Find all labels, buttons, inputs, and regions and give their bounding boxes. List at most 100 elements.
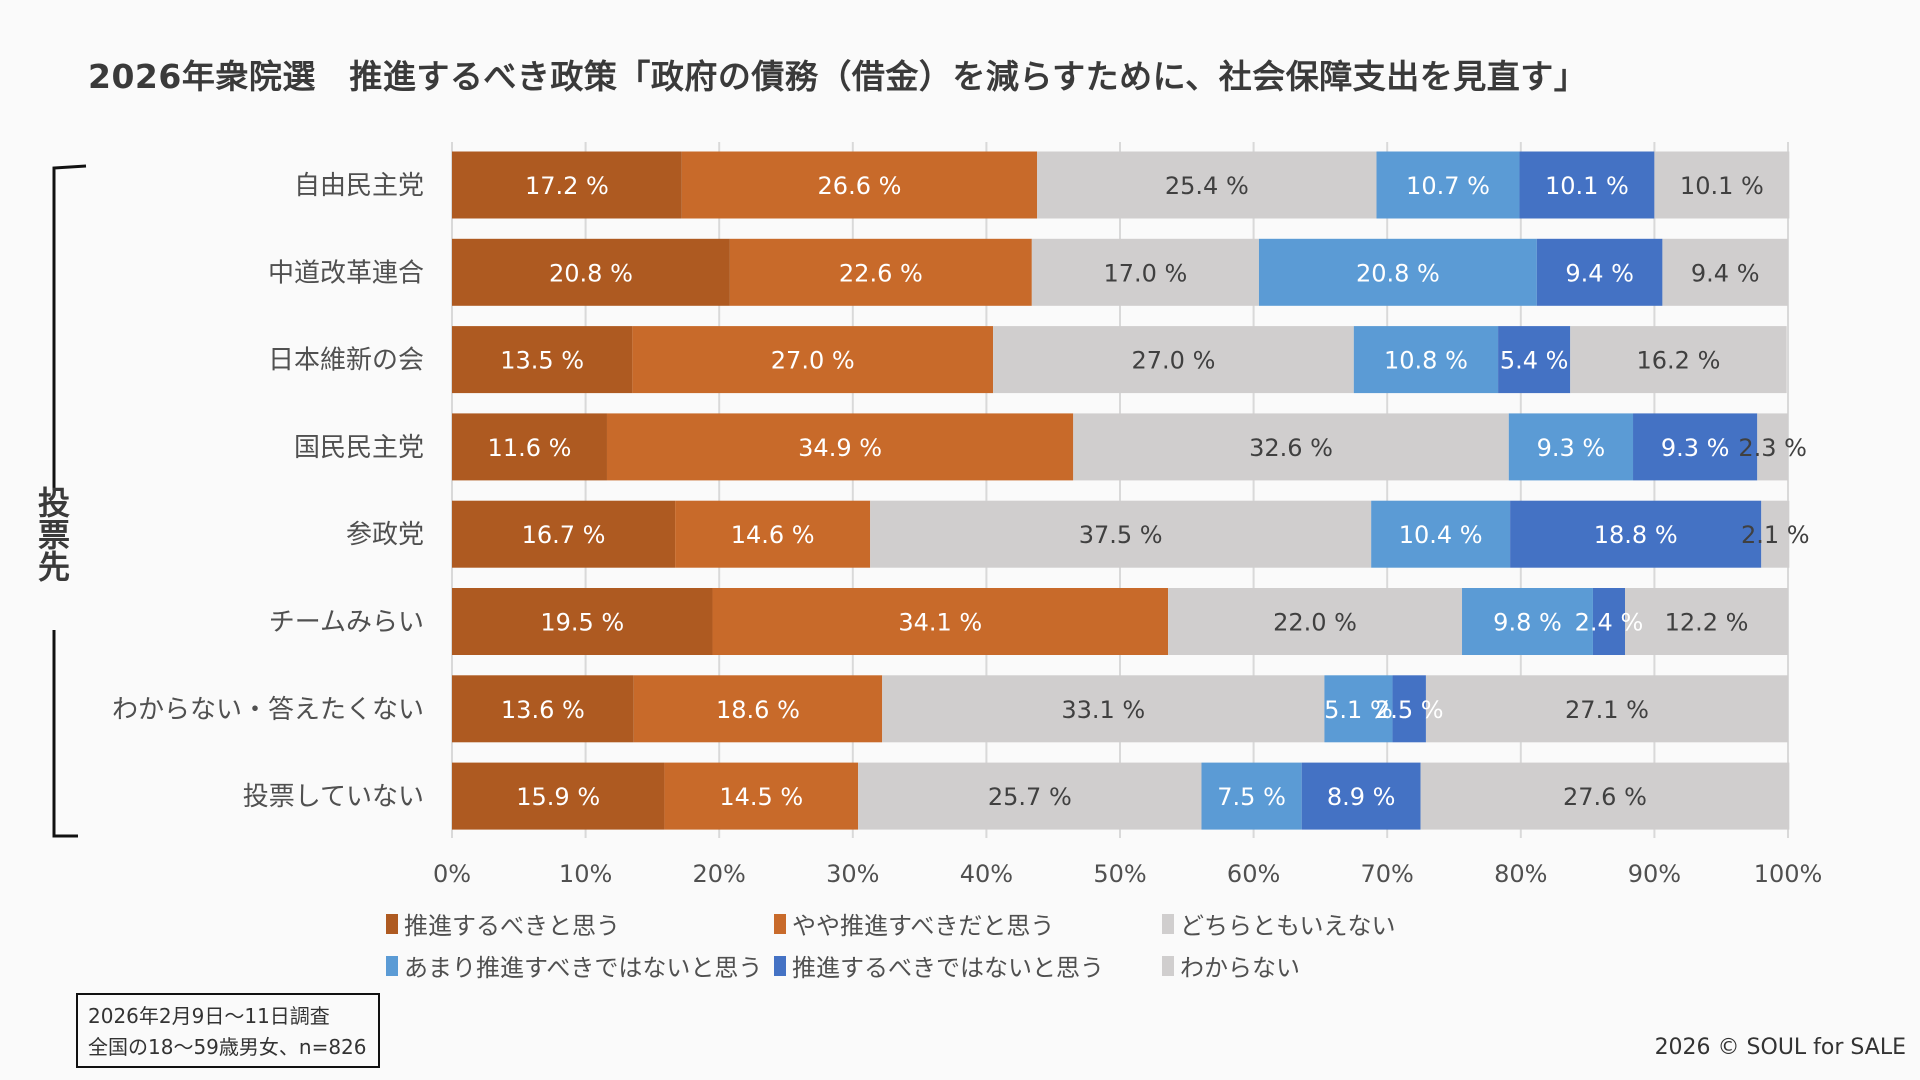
data-label: 17.2 % bbox=[525, 172, 609, 200]
legend-item: あまり推進すべきではないと思う bbox=[386, 948, 762, 983]
legend-label: 推進するべきと思う bbox=[404, 912, 620, 940]
category-label: 投票していない bbox=[243, 782, 424, 812]
category-label: 日本維新の会 bbox=[268, 346, 424, 376]
legend-swatch bbox=[1162, 955, 1174, 976]
data-label: 25.7 % bbox=[988, 783, 1072, 811]
data-label: 14.5 % bbox=[719, 783, 803, 811]
category-label: 中道改革連合 bbox=[268, 258, 424, 288]
data-label: 13.5 % bbox=[500, 347, 584, 375]
data-label: 5.4 % bbox=[1500, 347, 1569, 375]
data-label: 32.6 % bbox=[1249, 434, 1333, 462]
data-label: 2.4 % bbox=[1575, 609, 1644, 637]
bar-segment bbox=[452, 151, 682, 219]
legend-label: 推進するべきではないと思う bbox=[792, 954, 1104, 982]
survey-date: 2026年2月9日〜11日調査 bbox=[88, 1004, 330, 1028]
bar-segment bbox=[452, 675, 634, 743]
bar-segment bbox=[1498, 326, 1571, 394]
x-tick-label: 70% bbox=[1361, 860, 1414, 888]
bar-segment bbox=[712, 588, 1169, 655]
survey-sample: 全国の18〜59歳男女、n=826 bbox=[88, 1035, 367, 1059]
bar-segment bbox=[1757, 413, 1788, 481]
legend-swatch bbox=[386, 955, 398, 976]
legend-swatch bbox=[386, 913, 398, 934]
legend-swatch bbox=[774, 955, 786, 976]
bar-segment bbox=[1073, 413, 1509, 481]
legend-item: どちらともいえない bbox=[1162, 906, 1396, 941]
legend-swatch bbox=[1162, 913, 1174, 934]
bar-segment bbox=[1031, 238, 1259, 306]
bar-segment bbox=[1462, 588, 1593, 655]
data-label: 25.4 % bbox=[1165, 172, 1249, 200]
data-label: 34.1 % bbox=[898, 609, 982, 637]
bar-segment bbox=[452, 413, 607, 481]
bar-segment bbox=[606, 413, 1074, 481]
bars: 17.2 % 26.6 % 25.4 % 10.7 % 10.1 % 10.1 % 20.8… bbox=[452, 151, 1810, 830]
bar-segment bbox=[870, 500, 1372, 568]
data-label: 16.2 % bbox=[1637, 347, 1721, 375]
bar-segment bbox=[729, 238, 1032, 306]
bar-segment bbox=[1324, 675, 1393, 743]
category-labels: 自由民主党中道改革連合日本維新の会国民民主党参政党チームみらいわからない・答えた… bbox=[112, 171, 424, 812]
data-label: 9.8 % bbox=[1493, 609, 1562, 637]
survey-note-box: 2026年2月9日〜11日調査 全国の18〜59歳男女、n=826 bbox=[76, 993, 380, 1068]
data-label: 27.6 % bbox=[1563, 783, 1647, 811]
data-label: 27.0 % bbox=[771, 347, 855, 375]
bar-segment bbox=[1425, 675, 1788, 743]
data-label: 9.3 % bbox=[1537, 434, 1606, 462]
category-label: 国民民主党 bbox=[294, 433, 424, 463]
data-label: 34.9 % bbox=[798, 434, 882, 462]
category-label: わからない・答えたくない bbox=[112, 695, 424, 725]
data-label: 20.8 % bbox=[1356, 259, 1440, 287]
bar-segment bbox=[632, 326, 994, 394]
bar-segment bbox=[675, 500, 871, 568]
bar-segment bbox=[1654, 151, 1790, 219]
data-label: 19.5 % bbox=[540, 609, 624, 637]
category-label: 自由民主党 bbox=[294, 171, 424, 201]
bar-segment bbox=[1761, 500, 1790, 568]
bar-segment bbox=[1201, 762, 1302, 830]
bar-segment bbox=[1420, 762, 1790, 830]
legend-item: 推進するべきと思う bbox=[386, 906, 620, 941]
bar-segment bbox=[452, 762, 665, 830]
x-tick-label: 30% bbox=[826, 860, 879, 888]
data-label: 27.0 % bbox=[1132, 347, 1216, 375]
data-label: 10.7 % bbox=[1406, 172, 1490, 200]
data-label: 33.1 % bbox=[1061, 696, 1145, 724]
group-label-text: 投票先 bbox=[33, 486, 71, 582]
group-bracket bbox=[52, 164, 87, 838]
x-tick-label: 10% bbox=[559, 860, 612, 888]
bar-segment bbox=[1592, 588, 1626, 655]
data-label: 13.6 % bbox=[501, 696, 585, 724]
copyright-credit: 2026 © SOUL for SALE bbox=[1654, 1035, 1906, 1060]
bar-segment bbox=[452, 588, 713, 655]
data-label: 10.1 % bbox=[1545, 172, 1629, 200]
x-tick-label: 50% bbox=[1093, 860, 1146, 888]
data-label: 12.2 % bbox=[1665, 609, 1749, 637]
bar-segment bbox=[1662, 238, 1788, 306]
data-label: 11.6 % bbox=[488, 434, 572, 462]
bar-segment bbox=[1510, 500, 1762, 568]
bar-segment bbox=[993, 326, 1354, 394]
x-tick-label: 80% bbox=[1494, 860, 1547, 888]
data-label: 15.9 % bbox=[516, 783, 600, 811]
bar-segment bbox=[1519, 151, 1655, 219]
bar-segment bbox=[1168, 588, 1463, 655]
x-tick-label: 20% bbox=[693, 860, 746, 888]
data-label: 8.9 % bbox=[1327, 783, 1396, 811]
bar-segment bbox=[633, 675, 883, 743]
legend-label: やや推進すべきだと思う bbox=[792, 912, 1055, 940]
data-label: 2.5 % bbox=[1375, 696, 1444, 724]
data-label: 9.4 % bbox=[1565, 259, 1634, 287]
bar-segment bbox=[1376, 151, 1520, 219]
legend-label: わからない bbox=[1180, 954, 1300, 982]
category-label: チームみらい bbox=[269, 608, 424, 638]
data-label: 2.1 % bbox=[1741, 521, 1810, 549]
chart-title: 2026年衆院選 推進するべき政策「政府の債務（借金）を減らすために、社会保障支… bbox=[88, 57, 1588, 96]
group-label: 投票先 bbox=[30, 486, 74, 590]
data-label: 2.3 % bbox=[1738, 434, 1807, 462]
data-label: 26.6 % bbox=[818, 172, 902, 200]
bar-segment bbox=[681, 151, 1038, 219]
x-axis-ticks: 0% 10% 20% 30% 40% 50% 60% 70% 80% 90% 100% bbox=[433, 860, 1822, 888]
data-label: 20.8 % bbox=[549, 259, 633, 287]
bar-segment bbox=[1570, 326, 1787, 394]
